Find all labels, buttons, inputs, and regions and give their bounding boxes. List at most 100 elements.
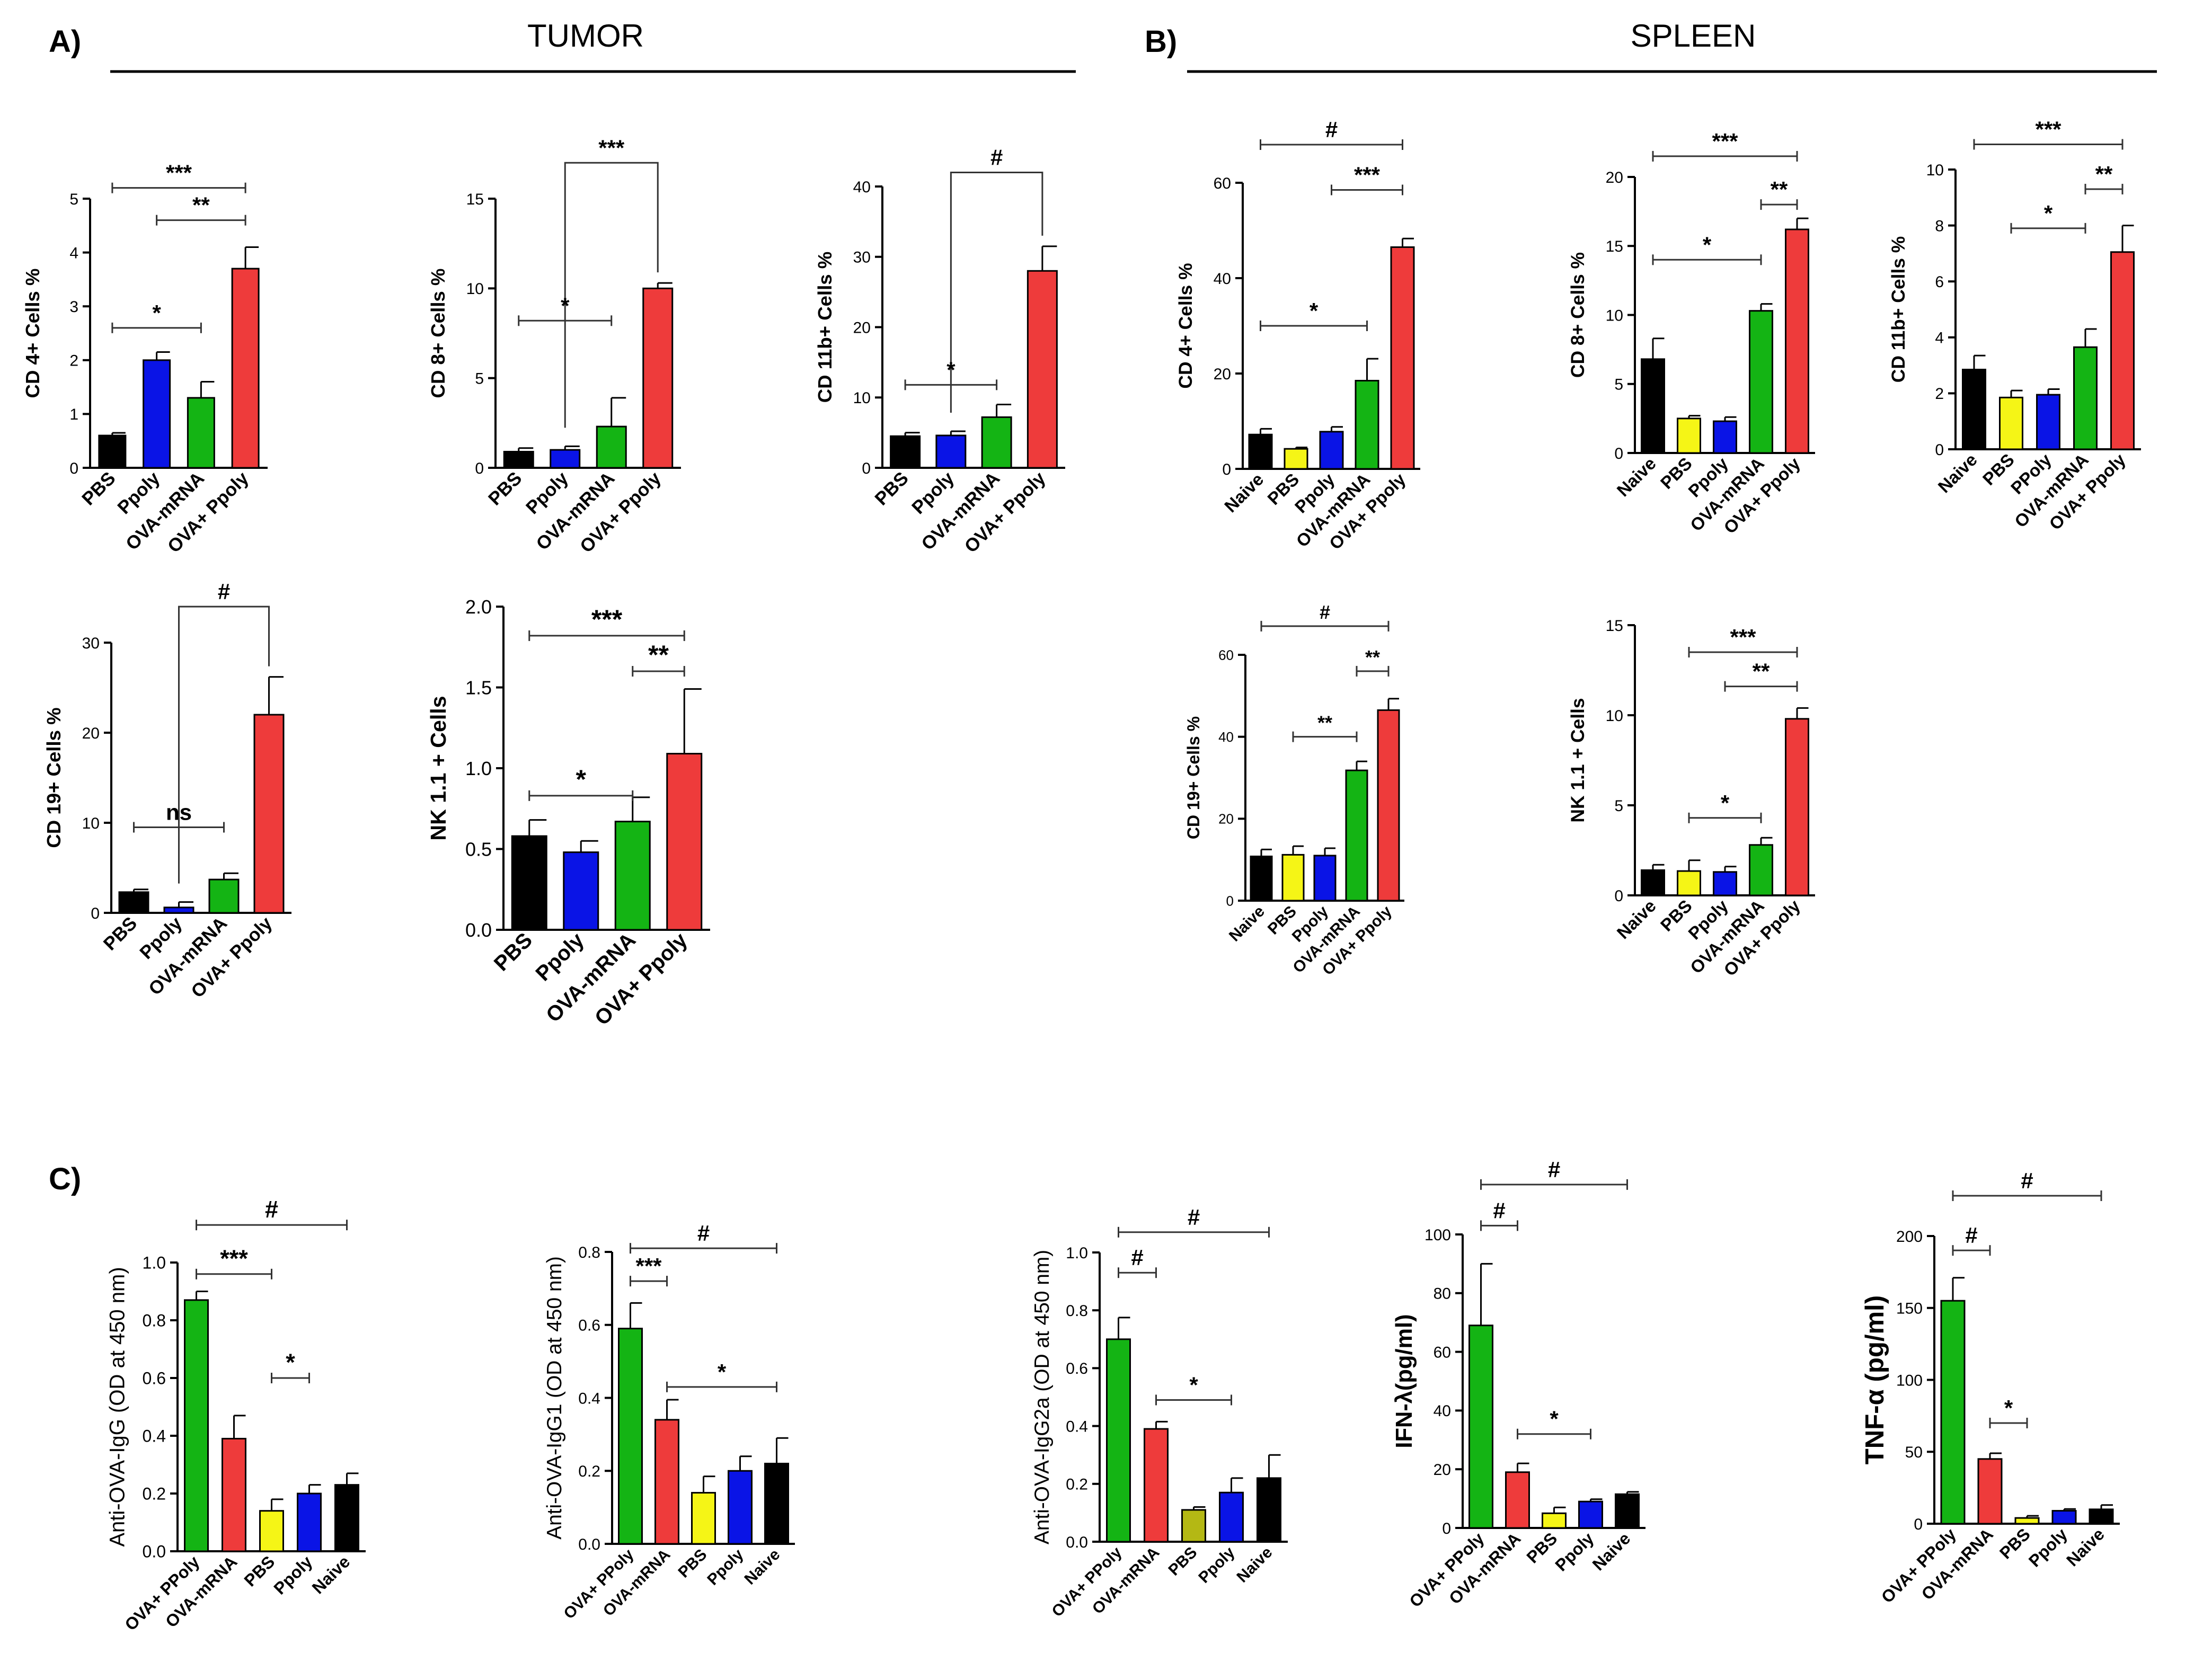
bar-ppoly <box>1713 420 1737 454</box>
panel-b-title: SPLEEN <box>1631 18 1756 54</box>
bar-ova-mrna <box>208 878 240 914</box>
significance-label: ** <box>648 640 669 670</box>
significance-label: # <box>1320 601 1330 623</box>
significance-label: # <box>218 579 230 604</box>
bar-ova-mrna <box>222 1437 246 1552</box>
y-tick-label: 0 <box>69 460 78 477</box>
y-tick-label: 0.2 <box>578 1463 600 1480</box>
bar-ova-mrna <box>1505 1471 1530 1529</box>
significance-label: *** <box>635 1254 662 1278</box>
y-tick-label: 0.6 <box>1066 1360 1088 1377</box>
bar-ova-mrna <box>2073 346 2098 450</box>
y-tick-label: 15 <box>1606 617 1623 635</box>
y-tick-label: 0 <box>862 460 871 477</box>
y-tick-label: 40 <box>1434 1402 1451 1420</box>
y-tick-label: 20 <box>1214 366 1231 383</box>
y-axis-label: CD 19+ Cells % <box>43 707 65 848</box>
panel-b-letter: B) <box>1145 24 1177 59</box>
significance-label: * <box>2044 201 2053 226</box>
bar-ova-ppoly <box>1468 1325 1493 1529</box>
bar-pbs <box>259 1510 284 1552</box>
panel-a-title: TUMOR <box>527 18 644 54</box>
significance-label: # <box>1965 1223 1977 1248</box>
bar-ova-mrna <box>1345 769 1368 902</box>
y-tick-label: 4 <box>1935 330 1944 347</box>
y-tick-label: 0 <box>1914 1516 1923 1533</box>
y-tick-label: 10 <box>853 389 871 407</box>
y-axis-label: IFN-λ(pg/ml) <box>1392 1314 1417 1448</box>
significance-label: * <box>152 300 161 325</box>
y-axis-label: NK 1.1 + Cells <box>426 696 450 840</box>
bar-ova-ppoly <box>1785 228 1809 454</box>
y-tick-label: 10 <box>1606 307 1623 324</box>
bar-ppoly <box>550 449 581 469</box>
y-tick-label: 200 <box>1896 1228 1923 1246</box>
y-tick-label: 20 <box>1218 811 1234 827</box>
bar-pbs <box>503 451 534 469</box>
significance-label: *** <box>2035 117 2062 141</box>
significance-label: ** <box>1365 646 1380 668</box>
y-tick-label: 0.6 <box>143 1369 166 1388</box>
y-tick-label: 2 <box>1935 385 1944 403</box>
y-tick-label: 0.2 <box>143 1485 166 1504</box>
y-tick-label: 0.2 <box>1066 1476 1088 1494</box>
y-tick-label: 20 <box>1434 1461 1451 1479</box>
category-label: PBS <box>490 928 537 975</box>
y-tick-label: 0 <box>1222 461 1231 478</box>
y-axis-label: CD 19+ Cells % <box>1184 716 1203 839</box>
significance-label: * <box>286 1349 295 1376</box>
significance-label: # <box>1131 1245 1143 1270</box>
panel-a-letter: A) <box>49 24 81 59</box>
bar-pbs <box>1677 417 1701 454</box>
bar-ova-ppoly <box>1785 718 1809 896</box>
bar-ova-mrna <box>187 397 215 469</box>
y-tick-label: 60 <box>1434 1344 1451 1361</box>
bar-naive <box>334 1484 359 1552</box>
bar-naive <box>1615 1493 1640 1529</box>
panel-b-header: B) SPLEEN <box>1145 18 2157 73</box>
y-tick-label: 0.8 <box>1066 1302 1088 1320</box>
bar-naive <box>1641 358 1665 454</box>
panel-c-letter: C) <box>49 1162 81 1196</box>
y-tick-label: 10 <box>82 815 100 832</box>
significance-label: *** <box>591 605 623 634</box>
bar-pbs <box>1999 396 2023 450</box>
bar-ppoly <box>1319 431 1344 470</box>
bar-ppoly <box>728 1470 753 1545</box>
y-tick-label: 40 <box>853 179 871 196</box>
bar-pbs <box>98 434 127 469</box>
significance-label: ** <box>192 193 210 218</box>
y-tick-label: 0.0 <box>578 1536 600 1553</box>
y-tick-label: 20 <box>853 319 871 336</box>
category-label: Naive <box>741 1546 784 1588</box>
y-tick-label: 0.4 <box>1066 1418 1088 1435</box>
bar-ova-ppoly <box>1377 709 1400 902</box>
y-tick-label: 100 <box>1896 1372 1923 1389</box>
significance-label: ** <box>1771 177 1788 202</box>
significance-bracket <box>178 606 270 884</box>
y-tick-label: 0 <box>1935 441 1944 459</box>
significance-label: *** <box>1354 163 1381 188</box>
category-label: Naive <box>308 1552 354 1597</box>
chart-c3: 0.0 0.2 0.4 0.6 0.8 1.0 Anti-OVA-IgG2a (OD at … <box>1031 1205 1288 1621</box>
y-tick-label: 0.4 <box>143 1427 166 1446</box>
bar-ppoly <box>297 1492 322 1552</box>
significance-label: # <box>990 145 1003 170</box>
bar-ova-ppoly <box>666 753 703 931</box>
bar-ova-mrna <box>1144 1428 1169 1543</box>
bar-pbs <box>1181 1509 1206 1543</box>
category-label: PBS <box>484 468 526 509</box>
y-tick-label: 1.0 <box>1066 1245 1088 1262</box>
y-tick-label: 40 <box>1218 729 1234 745</box>
y-axis-label: CD 8+ Cells % <box>427 269 449 398</box>
y-tick-label: 5 <box>1614 376 1623 394</box>
bar-naive <box>1962 369 1986 450</box>
bar-pbs <box>118 891 149 914</box>
significance-label: # <box>1548 1157 1560 1182</box>
significance-label: ** <box>2095 162 2113 186</box>
y-tick-label: 30 <box>82 635 100 652</box>
